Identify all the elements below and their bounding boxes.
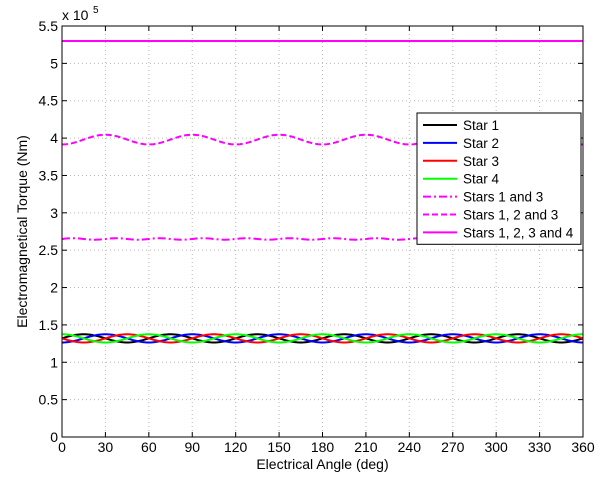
y-tick-label: 1 — [50, 354, 58, 370]
legend-entry-label: Star 1 — [463, 118, 499, 133]
y-tick-label: 5.5 — [39, 18, 59, 34]
x-tick-label: 0 — [58, 439, 66, 455]
x-tick-label: 360 — [571, 439, 595, 455]
y-tick-label: 0.5 — [39, 392, 59, 408]
series-line — [61, 333, 584, 344]
y-tick-label: 0 — [50, 429, 58, 445]
legend-entry-label: Star 4 — [463, 172, 500, 187]
y-exponent: x 10 5 — [62, 5, 99, 23]
x-tick-label: 300 — [484, 439, 508, 455]
y-axis-title: Electromagnetical Torque (Nm) — [14, 135, 30, 328]
y-tick-label: 3.5 — [39, 167, 59, 183]
x-tick-label: 30 — [98, 439, 114, 455]
axis-ticks — [61, 25, 584, 438]
y-exponent-power: 5 — [93, 5, 99, 16]
grid — [62, 26, 583, 437]
x-tick-label: 210 — [354, 439, 378, 455]
y-tick-label: 2 — [50, 280, 58, 296]
legend-entry-label: Star 3 — [463, 154, 499, 169]
legend-entry-label: Star 2 — [463, 136, 499, 151]
x-tick-label: 150 — [267, 439, 291, 455]
y-tick-label: 3 — [50, 205, 58, 221]
x-tick-label: 270 — [441, 439, 465, 455]
y-tick-label: 4.5 — [39, 93, 59, 109]
x-axis-title: Electrical Angle (deg) — [256, 456, 388, 472]
x-tick-label: 60 — [141, 439, 157, 455]
x-tick-labels: 0 30 60 90 120 150 180 210 240 270 300 330 360 — [58, 439, 595, 455]
series-line — [61, 333, 584, 344]
y-tick-labels: 0 0.5 1 1.5 2 2.5 3 3.5 4 4.5 5 5.5 — [39, 18, 59, 445]
legend-entry-label: Stars 1 and 3 — [463, 190, 543, 205]
x-tick-label: 120 — [224, 439, 248, 455]
x-tick-label: 180 — [311, 439, 335, 455]
y-tick-label: 1.5 — [39, 317, 59, 333]
y-tick-label: 2.5 — [39, 242, 59, 258]
legend: Star 1 Star 2 Star 3 Star 4 Stars 1 and 3 Sta… — [416, 112, 582, 245]
series-line — [61, 333, 584, 344]
x-tick-label: 330 — [528, 439, 552, 455]
x-tick-label: 90 — [184, 439, 200, 455]
y-tick-label: 5 — [50, 55, 58, 71]
y-tick-label: 4 — [50, 130, 58, 146]
legend-entry-label: Stars 1, 2 and 3 — [463, 208, 558, 223]
x-tick-label: 240 — [398, 439, 422, 455]
legend-entry-label: Stars 1, 2, 3 and 4 — [463, 225, 574, 240]
y-exponent-base: x 10 — [62, 7, 89, 23]
